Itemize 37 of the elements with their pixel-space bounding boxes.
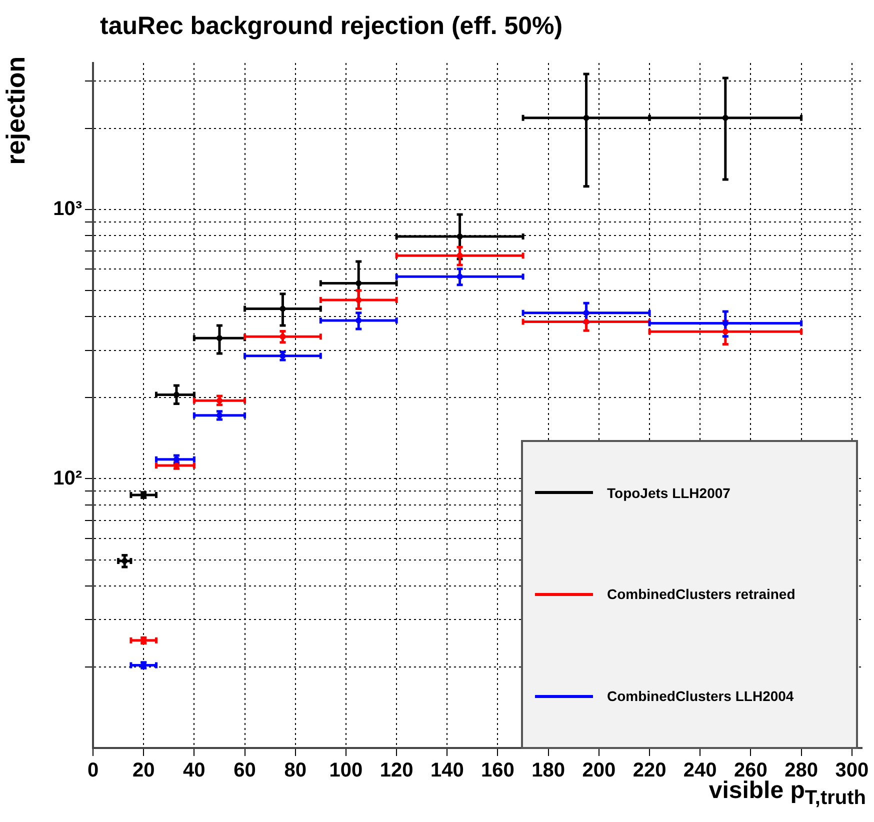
x-tick-label: 200 xyxy=(582,760,616,782)
point xyxy=(722,320,728,326)
point xyxy=(456,274,463,280)
x-tick-label: 180 xyxy=(532,760,566,782)
point xyxy=(356,297,362,304)
point xyxy=(456,233,463,240)
point xyxy=(172,454,181,465)
y-tick-label: 10³ xyxy=(53,198,82,220)
y-axis-title: rejection xyxy=(0,56,32,165)
point xyxy=(583,310,590,316)
x-tick-label: 20 xyxy=(132,760,155,782)
point xyxy=(456,252,463,259)
legend-label: TopoJets LLH2007 xyxy=(607,484,730,501)
point xyxy=(583,114,590,121)
x-tick-label: 140 xyxy=(430,760,464,782)
y-tick-label: 10² xyxy=(53,467,82,490)
point xyxy=(583,318,590,325)
x-tick-label: 120 xyxy=(380,760,414,782)
x-tick-label: 60 xyxy=(234,760,256,782)
x-tick-label: 100 xyxy=(329,760,363,782)
point xyxy=(280,334,286,340)
point xyxy=(216,335,222,342)
x-tick-label: 160 xyxy=(481,760,514,782)
point xyxy=(173,392,180,398)
x-tick-label: 0 xyxy=(87,760,99,782)
point xyxy=(356,280,362,286)
legend-label: CombinedClusters retrained xyxy=(607,586,796,602)
chart-title: tauRec background rejection (eff. 50%) xyxy=(100,12,563,41)
x-tick-label: 220 xyxy=(632,760,666,782)
x-tick-label: 40 xyxy=(183,760,206,782)
point xyxy=(280,306,286,312)
point xyxy=(122,558,128,564)
legend-label: CombinedClusters LLH2004 xyxy=(607,688,794,704)
point xyxy=(722,114,728,121)
point xyxy=(356,318,362,324)
x-tick-label: 80 xyxy=(284,760,306,782)
point xyxy=(722,328,728,335)
